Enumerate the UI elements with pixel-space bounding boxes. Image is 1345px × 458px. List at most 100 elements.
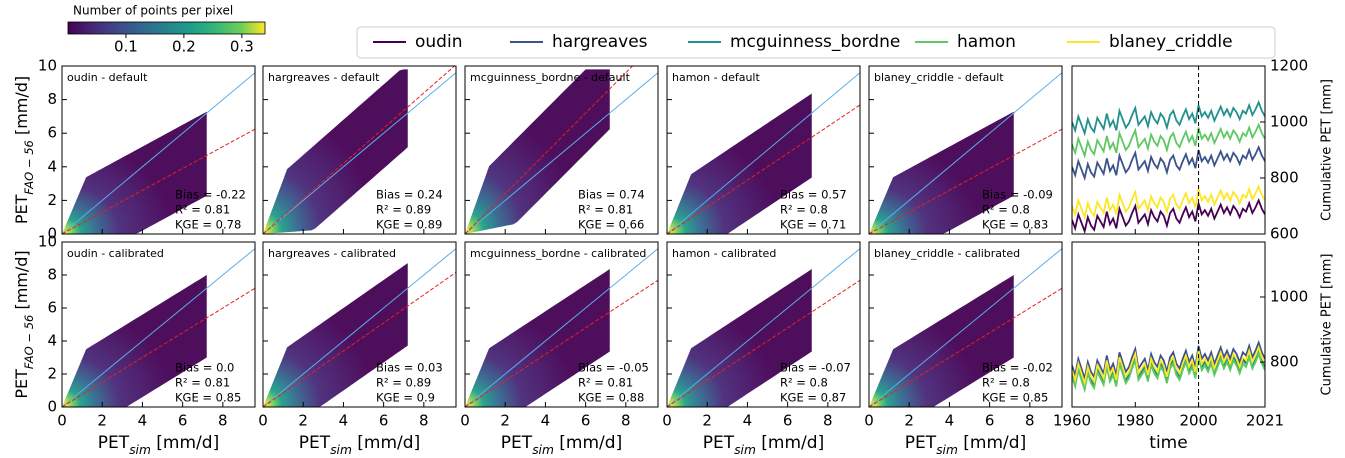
series-line [1072,122,1265,159]
y2-tick-label: 1200 [1270,57,1308,75]
density-cloud [465,269,610,407]
panel-title: hamon - calibrated [672,247,776,260]
y-tick-label: 10 [38,57,57,75]
x-tick-label: 2 [298,412,308,430]
x-tick-label: 0 [864,412,874,430]
x-tick-label: 8 [419,412,429,430]
y-tick-label: 4 [47,332,57,350]
series-line [1072,100,1265,137]
stat-annotation: KGE = 0.85 [982,391,1048,405]
y-axis-label: PETFAO − 56 [mm/d] [12,250,36,398]
density-cloud [667,269,812,407]
fit-line [465,279,658,407]
x-tick-label: 8 [621,412,631,430]
y-axis-label: PETFAO − 56 [mm/d] [12,76,36,224]
legend-label: oudin [415,32,462,52]
frame [262,65,457,235]
fit-line [62,128,255,234]
stat-annotation: KGE = 0.87 [780,391,846,405]
legend-label: hamon [957,32,1016,52]
panel-title: blaney_criddle - calibrated [874,247,1020,260]
stat-annotation: R² = 0.81 [578,203,633,217]
stat-annotation: KGE = 0.66 [578,218,644,232]
x-axis-label: PETsim [mm/d] [98,433,219,457]
x-tick-label: 4 [138,412,148,430]
panel-title: mcguinness_bordne - default [470,71,631,84]
x-tick-label: 2 [97,412,107,430]
y-axis-label-part: PET [12,369,31,399]
one-to-one-line [465,72,658,234]
legend-label: blaney_criddle [1109,32,1233,52]
x-tick-label: 4 [541,412,551,430]
y-tick-label: 8 [47,266,57,284]
colorbar-tick-label: 0.2 [172,38,196,56]
density-cloud [667,93,812,234]
y-axis-label-part: [mm/d] [12,76,31,140]
stat-annotation: KGE = 0.89 [376,218,442,232]
stat-annotation: Bias = 0.24 [376,188,443,202]
stat-annotation: Bias = -0.22 [175,188,246,202]
panel-title: hargreaves - calibrated [268,247,396,260]
y2-axis-label: Cumulative PET [mm] [1320,79,1335,221]
y-tick-label: 10 [38,233,57,251]
x-axis-label-part: sim [129,443,151,457]
one-to-one-line [263,72,456,234]
x-tick-label: 4 [945,412,955,430]
stat-annotation: Bias = 0.03 [376,361,443,375]
frame [1071,241,1266,408]
y-tick-label: 6 [47,124,57,142]
series-line [1072,344,1265,387]
one-to-one-line [667,72,860,234]
y-tick-label: 2 [47,191,57,209]
stat-annotation: KGE = 0.85 [175,391,241,405]
y-axis-label-part: PET [12,194,31,224]
x-tick-label: 6 [985,412,995,430]
x-axis-label-part: sim [330,443,352,457]
stat-annotation: Bias = -0.02 [982,361,1053,375]
y-axis-label-part: FAO − 56 [22,140,36,195]
x-tick-label: 4 [339,412,349,430]
legend-label: mcguinness_bordne [730,32,900,52]
stat-annotation: KGE = 0.83 [982,218,1048,232]
x-tick-label: 2 [500,412,510,430]
panel-title: hamon - default [672,71,760,84]
density-cloud [465,69,610,234]
y-tick-label: 6 [47,299,57,317]
x-tick-label: 0 [460,412,470,430]
one-to-one-line [667,247,860,407]
stat-annotation: R² = 0.8 [780,376,828,390]
x-tick-label: 8 [218,412,228,430]
x-tick-label: 2000 [1179,412,1217,430]
fit-line [263,271,456,407]
panel-title: hargreaves - default [268,71,380,84]
y-tick-label: 0 [47,398,57,416]
one-to-one-line [62,72,255,234]
x-axis-label: PETsim [mm/d] [501,433,622,457]
y2-tick-label: 800 [1270,353,1299,371]
x-axis-label: time [1149,433,1187,453]
x-axis-label-part: sim [532,443,554,457]
plot-area [465,66,658,234]
x-axis-label-part: sim [734,443,756,457]
legend-label: hargreaves [552,32,648,52]
y2-tick-label: 1000 [1270,288,1308,306]
stat-annotation: R² = 0.89 [376,376,431,390]
x-axis-label-part: [mm/d] [958,433,1026,453]
panel-title: mcguinness_bordne - calibrated [470,247,646,260]
y-tick-label: 8 [47,90,57,108]
y-axis-label-part: [mm/d] [12,250,31,314]
x-tick-label: 6 [783,412,793,430]
series-line [1072,198,1265,234]
stat-annotation: KGE = 0.9 [376,391,435,405]
one-to-one-line [869,72,1062,234]
x-axis-label: PETsim [mm/d] [703,433,824,457]
stat-annotation: KGE = 0.71 [780,218,846,232]
x-tick-label: 2021 [1246,412,1284,430]
plot-area [1072,100,1265,234]
one-to-one-line [62,247,255,407]
y-tick-label: 0 [47,225,57,243]
x-axis-label: PETsim [mm/d] [905,433,1026,457]
x-axis-label-part: PET [299,433,331,453]
plot-area [869,72,1062,234]
